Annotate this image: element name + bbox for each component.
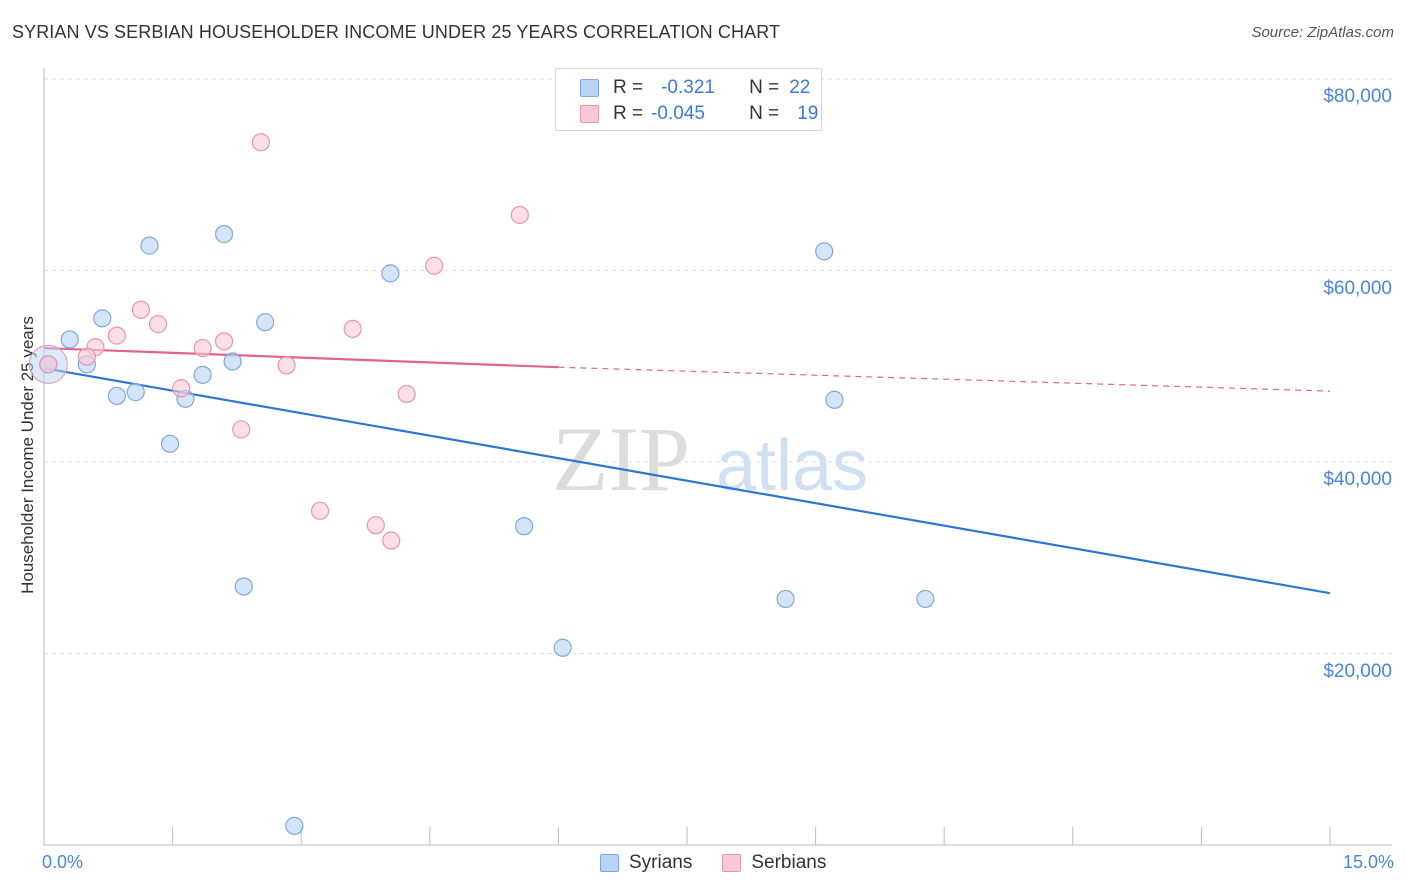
serbian-point: [397, 384, 416, 404]
serbian-point: [251, 133, 271, 152]
syrian-point: [553, 638, 572, 657]
serbian-point: [131, 300, 150, 319]
serbian-n-value: 19: [797, 103, 819, 124]
x-tick-label-max: 15.0%: [1342, 852, 1394, 872]
y-tick-label: $40,000: [1323, 469, 1392, 490]
syrian-point: [214, 225, 234, 244]
serbian-point: [172, 379, 191, 398]
legend-r-label: R =: [613, 77, 644, 98]
legend-item-syrians[interactable]: Syrians: [600, 852, 692, 874]
gridlines: [44, 78, 1392, 654]
chart-title: SYRIAN VS SERBIAN HOUSEHOLDER INCOME UND…: [12, 22, 781, 42]
legend-syrians-label: Syrians: [629, 852, 693, 873]
correlation-legend: R = -0.321 N = 22 R = -0.045 N = 19: [555, 68, 822, 131]
serbian-point: [214, 332, 234, 351]
serbian-swatch: [722, 854, 742, 872]
serbian-point: [77, 347, 96, 366]
serbian-point: [277, 356, 296, 375]
syrian-point: [515, 517, 534, 536]
syrian-trend-line: [43, 367, 1331, 595]
serbian-point: [424, 256, 444, 275]
watermark-zip: ZIP: [552, 408, 690, 510]
syrian-point: [160, 434, 180, 453]
serbian-point: [232, 420, 251, 439]
syrian-swatch: [580, 79, 599, 97]
source-label: Source: ZipAtlas.com: [1251, 24, 1394, 41]
syrian-point: [223, 352, 242, 371]
syrian-point: [256, 313, 275, 332]
serbian-point: [39, 355, 58, 374]
legend-item-serbians[interactable]: Serbians: [722, 852, 826, 874]
serbian-trend-line: [43, 346, 559, 369]
syrian-point: [126, 383, 145, 402]
trend-lines: [43, 346, 1331, 595]
syrian-point: [825, 390, 844, 409]
y-tick-label: $60,000: [1323, 277, 1392, 299]
x-tick-label-min: 0.0%: [42, 852, 84, 872]
syrian-point: [193, 365, 212, 384]
serbian-point: [148, 315, 168, 334]
syrian-point: [234, 577, 253, 596]
syrian-n-value: 22: [789, 77, 811, 98]
serbian-point: [366, 516, 385, 535]
legend-row-syrians: R = -0.321 N = 22: [580, 76, 810, 100]
syrian-point: [93, 309, 112, 328]
syrian-point: [140, 236, 159, 255]
y-tick-label: $20,000: [1323, 660, 1392, 682]
syrian-point: [776, 589, 795, 609]
serbian-point: [343, 319, 362, 339]
serbian-point: [382, 531, 401, 550]
syrian-point: [107, 386, 126, 406]
y-tick-label: $80,000: [1323, 86, 1392, 107]
serbian-r-value: -0.045: [651, 103, 705, 124]
syrian-point: [60, 330, 79, 349]
legend-n-label: N =: [749, 103, 780, 124]
serbian-trend-extension: [558, 366, 1331, 392]
series-legend: Syrians Serbians: [600, 852, 856, 874]
syrian-swatch: [600, 854, 619, 872]
data-points: [28, 133, 935, 835]
serbian-point: [107, 326, 126, 345]
syrian-point: [285, 816, 304, 835]
syrian-point: [815, 242, 834, 261]
watermark-atlas: atlas: [716, 426, 868, 506]
legend-serbians-label: Serbians: [751, 852, 827, 873]
syrian-point: [381, 264, 400, 283]
syrian-point: [916, 589, 935, 609]
serbian-point: [193, 338, 212, 358]
syrian-r-value: -0.321: [661, 77, 715, 98]
serbian-point: [310, 501, 330, 520]
serbian-swatch: [580, 105, 599, 123]
serbian-point: [510, 205, 529, 225]
legend-n-label: N =: [749, 77, 780, 98]
legend-row-serbians: R = -0.045 N = 19: [580, 102, 818, 126]
legend-r-label: R =: [613, 103, 644, 124]
